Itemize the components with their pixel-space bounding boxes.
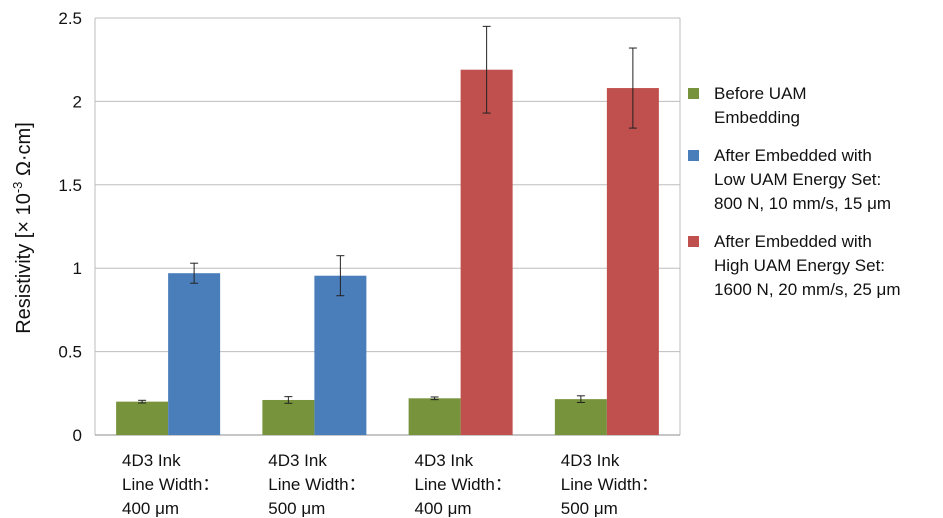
category-label: Line Width： xyxy=(268,475,365,494)
category-label: 500 μm xyxy=(268,499,325,518)
bar xyxy=(168,273,221,435)
bar xyxy=(606,88,659,435)
legend-label: After Embedded with xyxy=(714,146,872,165)
error-bars xyxy=(138,25,637,404)
bar xyxy=(408,398,461,435)
y-tick-label: 0 xyxy=(73,426,82,445)
legend-swatch xyxy=(688,88,699,99)
y-tick-label: 2.5 xyxy=(58,9,82,28)
legend-item: Before UAM Embedding xyxy=(688,82,943,130)
y-tick-label: 2 xyxy=(73,92,82,111)
bar xyxy=(460,69,513,435)
legend-label: High UAM Energy Set: xyxy=(714,256,886,275)
category-label: Line Width： xyxy=(561,475,658,494)
y-tick-label: 1.5 xyxy=(58,176,82,195)
y-tick-label: 0.5 xyxy=(58,343,82,362)
category-label: 4D3 Ink xyxy=(415,451,474,470)
category-label: Line Width： xyxy=(415,475,512,494)
legend-label: 800 N, 10 mm/s, 15 μm xyxy=(714,194,892,213)
category-label: 4D3 Ink xyxy=(561,451,620,470)
y-tick-label: 1 xyxy=(73,259,82,278)
bars xyxy=(116,69,659,435)
category-label: 400 μm xyxy=(122,499,179,518)
legend-item: After Embedded with Low UAM Energy Set: 80… xyxy=(688,144,943,216)
legend-item: After Embedded with High UAM Energy Set: 1… xyxy=(688,230,943,302)
legend: Before UAM Embedding After Embedded with Lo… xyxy=(688,82,943,316)
legend-label: Before UAM xyxy=(714,84,807,103)
category-labels: 4D3 Ink Line Width： 400 μm 4D3 Ink Line Widt… xyxy=(122,451,658,518)
category-label: 4D3 Ink xyxy=(122,451,181,470)
legend-swatch xyxy=(688,150,699,161)
legend-label: 1600 N, 20 mm/s, 25 μm xyxy=(714,280,901,299)
bar xyxy=(554,399,607,435)
bar xyxy=(314,275,367,435)
legend-swatch xyxy=(688,236,699,247)
legend-label: After Embedded with xyxy=(714,232,872,251)
category-label: 500 μm xyxy=(561,499,618,518)
legend-label: Low UAM Energy Set: xyxy=(714,170,882,189)
bar xyxy=(116,401,169,435)
category-label: 400 μm xyxy=(415,499,472,518)
y-tick-labels: 0 0.5 1 1.5 2 2.5 xyxy=(58,9,82,445)
category-label: Line Width： xyxy=(122,475,219,494)
bar xyxy=(262,399,315,435)
legend-label: Embedding xyxy=(714,108,801,127)
category-label: 4D3 Ink xyxy=(268,451,327,470)
y-axis-label: Resistivity [× 10-3 Ω·cm] xyxy=(10,122,35,334)
